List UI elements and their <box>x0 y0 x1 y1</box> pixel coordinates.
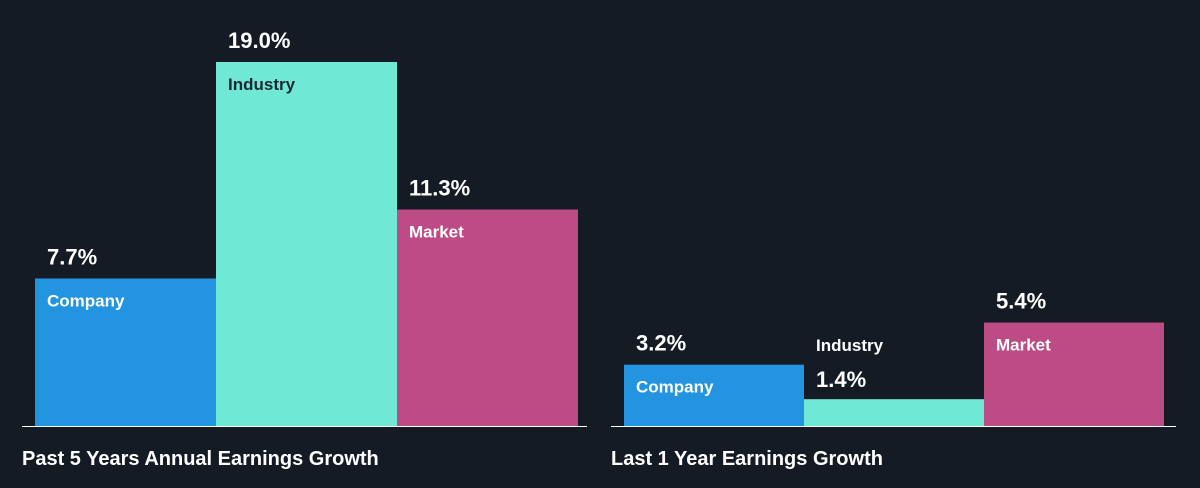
value-label-market: 5.4% <box>996 289 1046 314</box>
bar-label-company: Company <box>47 291 125 310</box>
chart-panel-1: Company 7.7% Industry 19.0% Market 11.3% Past … <box>22 28 587 470</box>
bar-industry <box>804 399 984 426</box>
bar-label-market: Market <box>409 223 464 242</box>
bar-company <box>35 278 216 426</box>
chart-panel-2: Company 3.2% Industry 1.4% Market 5.4% Last 1 … <box>611 289 1176 470</box>
chart-title: Last 1 Year Earnings Growth <box>611 448 883 470</box>
bar-label-company: Company <box>636 378 714 397</box>
bar-company <box>624 364 804 426</box>
value-label-industry: 19.0% <box>228 28 290 53</box>
bar-label-industry: Industry <box>228 75 296 94</box>
chart-title: Past 5 Years Annual Earnings Growth <box>22 448 379 470</box>
value-label-market: 11.3% <box>409 176 470 201</box>
bar-label-market: Market <box>996 336 1051 355</box>
bar-market <box>984 322 1164 426</box>
value-label-company: 7.7% <box>47 244 97 269</box>
bar-industry <box>216 62 397 426</box>
value-label-industry: 1.4% <box>816 367 866 392</box>
bar-label-industry: Industry <box>816 336 884 355</box>
value-label-company: 3.2% <box>636 331 686 356</box>
bar-market <box>397 209 578 426</box>
